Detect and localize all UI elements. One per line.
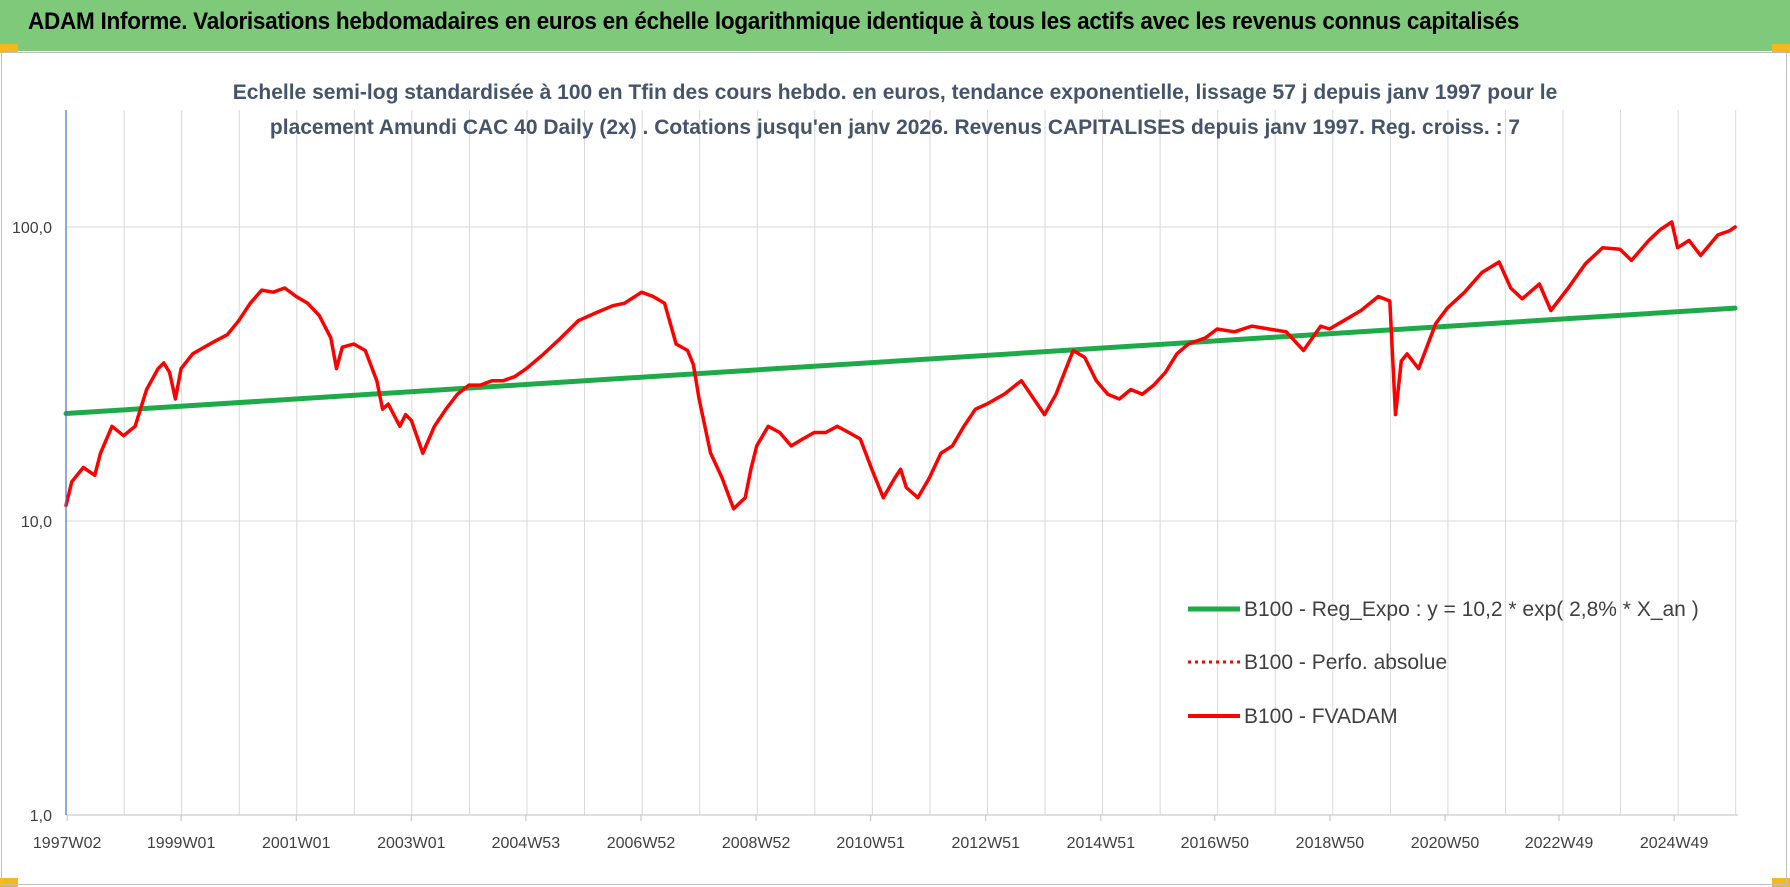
corner-marker-left xyxy=(0,44,18,53)
corner-marker-right xyxy=(1772,44,1790,53)
x-tick-label: 2014W51 xyxy=(1067,835,1136,852)
page-title: ADAM Informe. Valorisations hebdomadaire… xyxy=(28,8,1520,35)
x-tick-label: 2022W49 xyxy=(1525,835,1594,852)
y-tick-label: 10,0 xyxy=(21,514,52,531)
x-tick-label: 1997W02 xyxy=(33,835,102,852)
x-tick-label: 2012W51 xyxy=(951,835,1020,852)
series-layer xyxy=(63,220,1738,511)
series-line-regression xyxy=(63,305,1738,416)
legend-label: B100 - Reg_Expo : y = 10,2 * exp( 2,8% *… xyxy=(1244,598,1699,621)
x-tick-label: 2018W50 xyxy=(1296,835,1365,852)
chart-title-line-1: Echelle semi-log standardisée à 100 en T… xyxy=(233,81,1558,104)
y-tick-label: 100,0 xyxy=(12,220,52,237)
x-tick-label: 1999W01 xyxy=(147,835,216,852)
y-tick-label: 1,0 xyxy=(30,808,52,825)
corner-marker-bottom-right xyxy=(1772,878,1790,887)
x-tick-label: 2008W52 xyxy=(722,835,791,852)
corner-marker-bottom-left xyxy=(0,878,18,887)
x-tick-label: 2010W51 xyxy=(836,835,905,852)
series-line-fvadam xyxy=(64,220,1737,511)
x-tick-label: 2004W53 xyxy=(492,835,561,852)
grid-layer xyxy=(66,110,1738,816)
x-tick-label: 2024W49 xyxy=(1640,835,1709,852)
chart-title-line-2: placement Amundi CAC 40 Daily (2x) . Cot… xyxy=(270,116,1520,139)
x-tick-label: 2003W01 xyxy=(377,835,446,852)
chart-frame xyxy=(1,52,1787,885)
axis-layer: 1,0 10,0 100,0 1997W02 1999W01 2001W01 2003W01… xyxy=(12,110,1738,852)
x-tick-label: 2020W50 xyxy=(1411,835,1480,852)
x-tick-label: 2001W01 xyxy=(262,835,331,852)
header-banner: ADAM Informe. Valorisations hebdomadaire… xyxy=(0,0,1790,51)
legend: B100 - Reg_Expo : y = 10,2 * exp( 2,8% *… xyxy=(1188,598,1699,728)
chart-title: Echelle semi-log standardisée à 100 en T… xyxy=(233,81,1558,139)
legend-label: B100 - FVADAM xyxy=(1244,705,1398,728)
x-tick-label: 2016W50 xyxy=(1181,835,1250,852)
legend-label: B100 - Perfo. absolue xyxy=(1244,651,1447,674)
x-tick-label: 2006W52 xyxy=(607,835,676,852)
